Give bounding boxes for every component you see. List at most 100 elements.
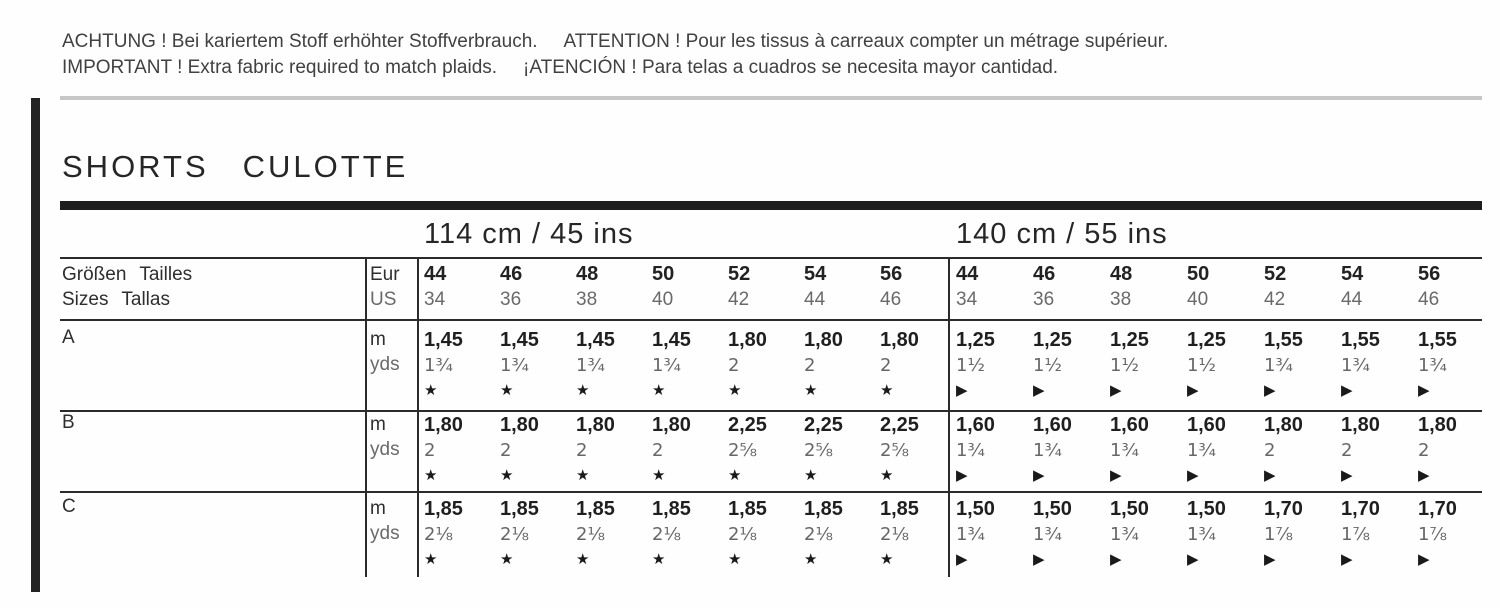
size-us: 38 — [576, 289, 598, 310]
star-icon: ★ — [880, 466, 894, 484]
size-system-column: Eur US — [370, 262, 400, 312]
yards-value: 1⅞ — [1418, 524, 1447, 545]
width-group-border — [948, 257, 950, 577]
size-eur: 50 — [1187, 263, 1210, 285]
triangle-icon: ▶ — [1187, 466, 1199, 484]
yards-value: 1¾ — [956, 440, 985, 461]
yards-value: 2⅛ — [576, 524, 605, 545]
size-column: 52 42 — [1264, 262, 1341, 312]
notice-spanish: ¡ATENCIÓN ! Para telas a cuadros se nece… — [523, 57, 1059, 78]
meters-value: 1,25 — [1033, 329, 1072, 351]
unit-column-border — [417, 257, 419, 577]
yards-value: 1¾ — [1264, 355, 1293, 376]
star-icon: ★ — [804, 381, 818, 399]
size-eur: 56 — [880, 263, 903, 285]
meters-value: 1,25 — [1110, 329, 1149, 351]
fabric-width-header-114: 114 cm / 45 ins — [424, 218, 634, 250]
triangle-icon: ▶ — [956, 466, 968, 484]
unit-yds: yds — [370, 439, 400, 460]
size-us: 46 — [1418, 289, 1440, 310]
meters-value: 1,60 — [1187, 414, 1226, 436]
size-eur: 44 — [956, 263, 979, 285]
yards-value: 2 — [576, 440, 588, 461]
yards-value: 1¾ — [500, 355, 529, 376]
fabric-cell: 1,55 1¾ ▶ — [1264, 328, 1341, 402]
star-icon: ★ — [424, 381, 438, 399]
notice-line-1: ACHTUNG ! Bei kariertem Stoff erhöhter S… — [62, 29, 1168, 55]
meters-value: 2,25 — [804, 414, 843, 436]
yards-value: 1¾ — [424, 355, 453, 376]
fabric-cell: 1,80 2 ▶ — [1418, 413, 1495, 487]
meters-value: 1,85 — [576, 498, 615, 520]
fabric-cell: 1,70 1⅞ ▶ — [1264, 497, 1341, 571]
size-eur: 52 — [1264, 263, 1287, 285]
unit-yds: yds — [370, 354, 400, 375]
notice-french: ATTENTION ! Pour les tissus à carreaux c… — [563, 31, 1169, 52]
yards-value: 1¾ — [1187, 440, 1216, 461]
star-icon: ★ — [576, 381, 590, 399]
unit-m: m — [370, 414, 386, 435]
fabric-cell: 1,85 2⅛ ★ — [804, 497, 880, 571]
yards-value: 1¾ — [1341, 355, 1370, 376]
star-icon: ★ — [500, 381, 514, 399]
fabric-cell: 1,50 1¾ ▶ — [956, 497, 1033, 571]
meters-value: 1,80 — [424, 414, 463, 436]
fabric-cell: 2,25 2⅝ ★ — [804, 413, 880, 487]
triangle-icon: ▶ — [1264, 381, 1276, 399]
meters-value: 1,85 — [804, 498, 843, 520]
left-edge-bar — [31, 98, 40, 592]
size-eur: 48 — [576, 263, 599, 285]
size-column: 50 40 — [1187, 262, 1264, 312]
meters-value: 1,60 — [956, 414, 995, 436]
fabric-cell: 1,80 2 ▶ — [1341, 413, 1418, 487]
fabric-cell: 1,25 1½ ▶ — [1033, 328, 1110, 402]
row-label-c: C — [62, 496, 76, 517]
meters-value: 1,55 — [1264, 329, 1303, 351]
triangle-icon: ▶ — [1418, 550, 1430, 568]
size-us: 46 — [880, 289, 902, 310]
size-us: 40 — [652, 289, 674, 310]
meters-value: 1,25 — [956, 329, 995, 351]
fabric-cell: 1,80 2 ★ — [500, 413, 576, 487]
yards-value: 1½ — [1110, 355, 1139, 376]
size-column: 46 36 — [500, 262, 576, 312]
size-us: 36 — [500, 289, 522, 310]
triangle-icon: ▶ — [1110, 381, 1122, 399]
star-icon: ★ — [728, 381, 742, 399]
meters-value: 1,85 — [424, 498, 463, 520]
triangle-icon: ▶ — [956, 550, 968, 568]
meters-value: 2,25 — [728, 414, 767, 436]
unit-column-b: m yds — [370, 412, 400, 462]
fabric-cell: 1,85 2⅛ ★ — [424, 497, 500, 571]
fabric-cell: 1,80 2 ★ — [576, 413, 652, 487]
star-icon: ★ — [652, 381, 666, 399]
meters-value: 1,70 — [1264, 498, 1303, 520]
unit-m: m — [370, 329, 386, 350]
size-column: 50 40 — [652, 262, 728, 312]
size-us: 44 — [1341, 289, 1363, 310]
fabric-cell: 1,85 2⅛ ★ — [652, 497, 728, 571]
sizes-label-de-fr: Größen Tailles — [62, 264, 193, 285]
fabric-cell: 1,80 2 ★ — [880, 328, 956, 402]
star-icon: ★ — [804, 550, 818, 568]
yards-value: 2 — [880, 355, 892, 376]
meters-value: 1,80 — [1264, 414, 1303, 436]
fabric-cell: 1,80 2 ★ — [804, 328, 880, 402]
yards-value: 1¾ — [1033, 524, 1062, 545]
title-word-culotte: CULOTTE — [242, 149, 409, 184]
triangle-icon: ▶ — [1264, 550, 1276, 568]
triangle-icon: ▶ — [1110, 466, 1122, 484]
meters-value: 1,50 — [1110, 498, 1149, 520]
unit-m: m — [370, 498, 386, 519]
meters-value: 1,85 — [652, 498, 691, 520]
size-eur: 44 — [424, 263, 447, 285]
meters-value: 1,45 — [424, 329, 463, 351]
size-us: 38 — [1110, 289, 1132, 310]
meters-value: 1,45 — [652, 329, 691, 351]
row-label-b: B — [62, 412, 75, 433]
meters-value: 1,70 — [1418, 498, 1457, 520]
yards-value: 2 — [1264, 440, 1276, 461]
yards-value: 2⅝ — [728, 440, 757, 461]
meters-value: 1,85 — [880, 498, 919, 520]
header-divider — [60, 319, 1482, 321]
